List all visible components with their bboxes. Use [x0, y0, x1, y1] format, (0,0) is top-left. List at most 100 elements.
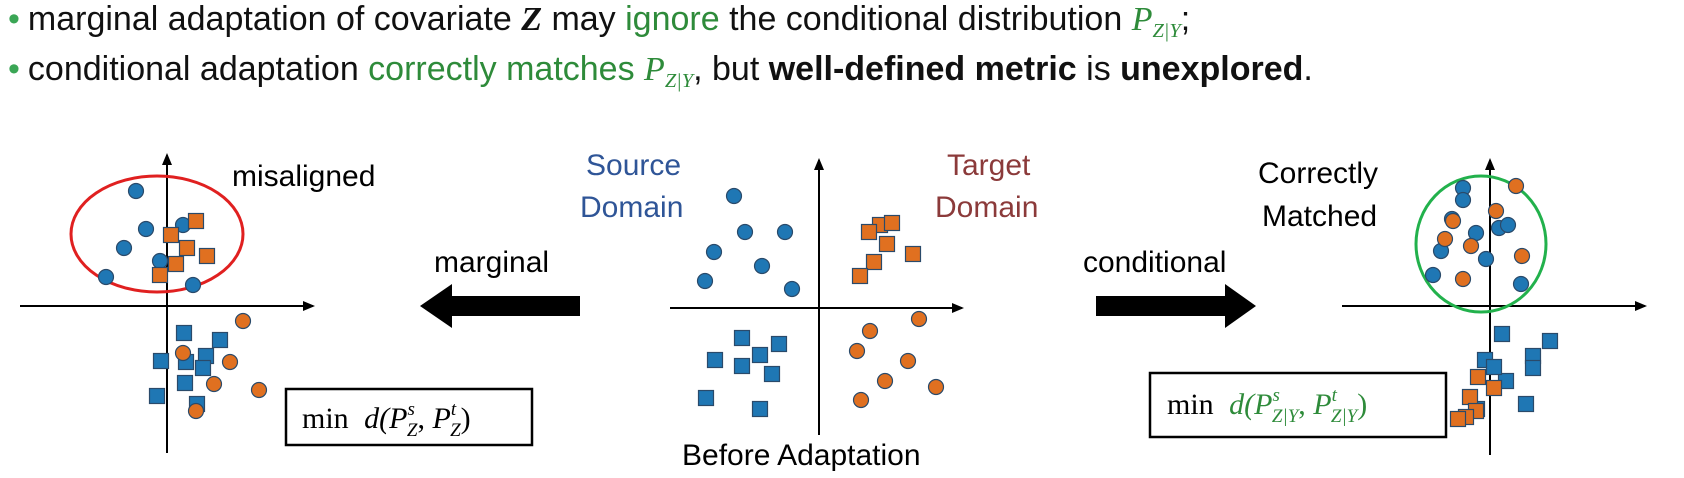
source-circle-point [127, 182, 145, 200]
correctly-matches-text: correctly matches [368, 50, 645, 88]
target-square-point [187, 212, 205, 230]
right-formula-box [1148, 371, 1448, 439]
left-formula: min d(Ps Z, Pt Z) [302, 399, 471, 441]
marginal-label: marginal [434, 246, 549, 279]
target-circle-point [910, 310, 928, 328]
metric-text: well-defined metric [768, 50, 1077, 88]
target-square-point [167, 255, 185, 273]
source-circle-point [736, 223, 754, 241]
target-square-point [198, 247, 216, 265]
source-circle-point [753, 257, 771, 275]
source-circle-point [1499, 216, 1517, 234]
source-square-point [763, 365, 781, 383]
target-square-point [1485, 379, 1503, 397]
p-symbol: P [644, 51, 665, 88]
source-circle-point [783, 280, 801, 298]
source-square-point [1493, 325, 1511, 343]
left-points [97, 182, 268, 420]
source-square-point [751, 346, 769, 364]
conditional-label: conditional [1083, 246, 1226, 279]
source-square-point [697, 389, 715, 407]
source-circle-point [696, 272, 714, 290]
text: ; [1180, 0, 1191, 38]
center-points [696, 187, 945, 418]
target-circle-point [848, 342, 866, 360]
p-z-given-y: PZ|Y [644, 51, 693, 92]
source-circle-point [137, 220, 155, 238]
source-circle-point [1454, 191, 1472, 209]
source-square-point [148, 387, 166, 405]
text: may [542, 0, 626, 38]
source-square-point [733, 329, 751, 347]
target-square-point [1449, 410, 1467, 428]
target-circle-point [221, 353, 239, 371]
p-subscript: Z|Y [664, 70, 694, 93]
source-circle-point [1477, 250, 1495, 268]
source-square-point [152, 352, 170, 370]
target-circle-point [861, 322, 879, 340]
target-square-point [1469, 368, 1487, 386]
right-points [1424, 177, 1559, 428]
target-square-point [162, 226, 180, 244]
p-z-given-y: PZ|Y [1131, 1, 1181, 42]
target-circle-point [1454, 270, 1472, 288]
ignore-word: ignore [625, 0, 720, 38]
matched-ellipse [1414, 174, 1548, 314]
unexplored-text: unexplored [1120, 50, 1304, 88]
source-square-point [706, 351, 724, 369]
target-circle-point [1513, 247, 1531, 265]
source-square-point [211, 331, 229, 349]
before-adaptation-label: Before Adaptation [682, 439, 921, 472]
target-circle-point [927, 378, 945, 396]
target-circle-point [1436, 230, 1454, 248]
p-symbol: P [1131, 1, 1153, 38]
target-square-point [1461, 388, 1479, 406]
source-square-point [733, 357, 751, 375]
source-square-point [751, 400, 769, 418]
target-circle-point [234, 312, 252, 330]
target-circle-point [876, 372, 894, 390]
variable-z: Z [521, 1, 542, 38]
source-square-point [176, 374, 194, 392]
target-circle-point [899, 352, 917, 370]
left-formula-box [284, 387, 534, 447]
target-label-1: Target [947, 149, 1031, 182]
source-circle-point [97, 268, 115, 286]
target-circle-point [174, 344, 192, 362]
target-square-point [883, 214, 901, 232]
target-circle-point [1444, 212, 1462, 230]
target-square-point [860, 223, 878, 241]
bullet-dot: • [8, 0, 20, 38]
target-square-point [851, 267, 869, 285]
source-circle-point [151, 252, 169, 270]
correctly-label-2: Matched [1262, 200, 1377, 233]
target-square-point [151, 266, 169, 284]
text: conditional adaptation [27, 50, 369, 88]
target-circle-point [1487, 202, 1505, 220]
source-circle-point [705, 243, 723, 261]
source-square-point [770, 335, 788, 353]
source-circle-point [184, 276, 202, 294]
source-circle-point [1512, 275, 1530, 293]
source-square-point [1485, 358, 1503, 376]
right-formula: min d(Ps Z|Y, Pt Z|Y) [1167, 385, 1367, 427]
left-axes [20, 153, 315, 453]
source-label-1: Source [586, 149, 681, 182]
source-circle-point [776, 223, 794, 241]
source-circle-point [115, 239, 133, 257]
target-circle-point [852, 391, 870, 409]
text: marginal adaptation of covariate [27, 0, 522, 38]
text: is [1076, 50, 1121, 88]
misaligned-label: misaligned [232, 160, 375, 193]
source-circle-point [1424, 266, 1442, 284]
correctly-label-1: Correctly [1258, 157, 1378, 190]
source-circle-point [725, 187, 743, 205]
source-square-point [194, 359, 212, 377]
text: the conditional distribution [719, 0, 1132, 38]
source-square-point [1541, 332, 1559, 350]
target-circle-point [1462, 237, 1480, 255]
target-label-2: Domain [935, 191, 1038, 224]
marginal-arrow [420, 284, 580, 328]
text: . [1303, 50, 1313, 88]
